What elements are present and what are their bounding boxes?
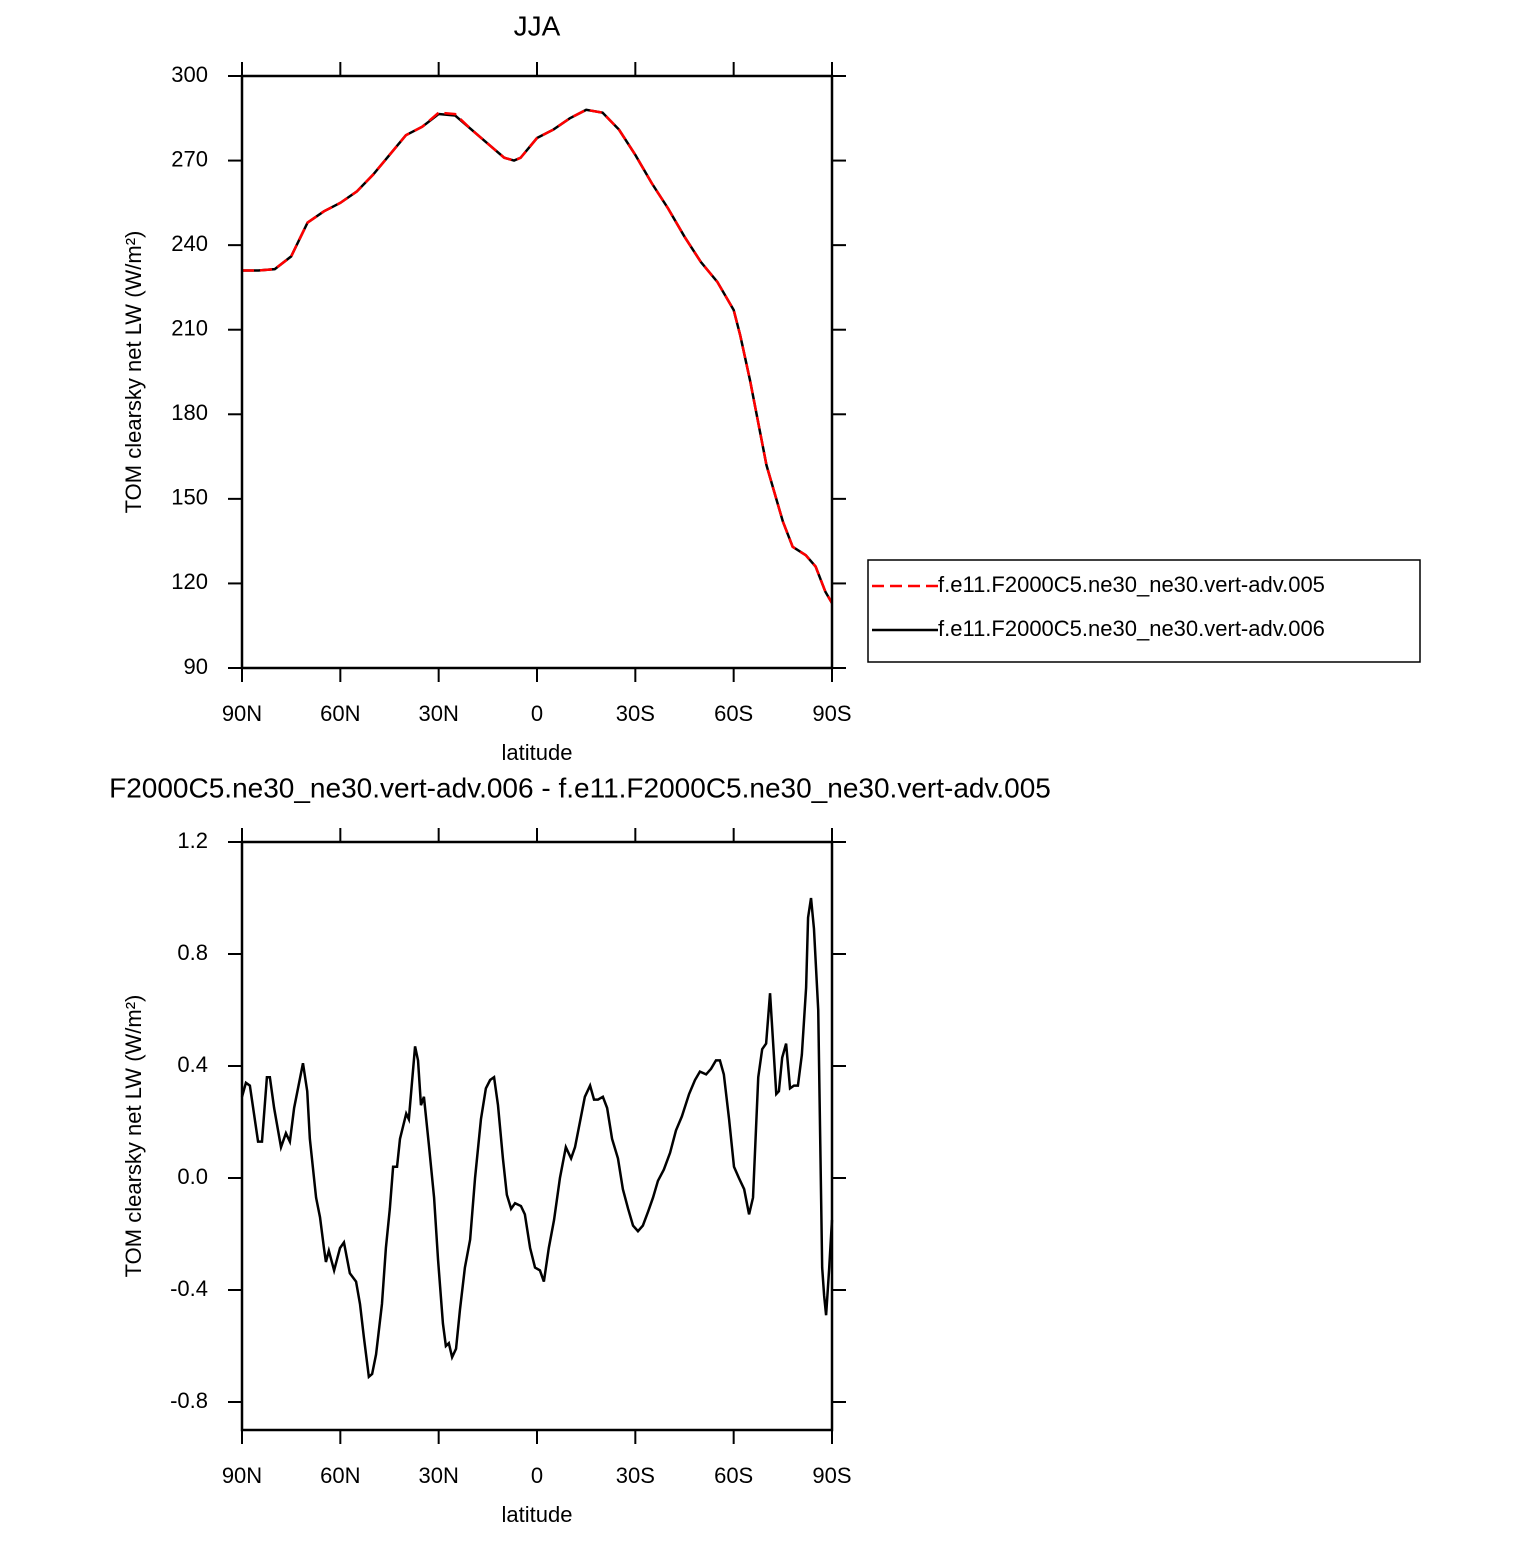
x-tick-label: 60N [320, 701, 360, 726]
x-tick-label: 30S [616, 1463, 655, 1488]
chart-title: F2000C5.ne30_ne30.vert-adv.006 - f.e11.F… [109, 772, 1051, 803]
y-tick-label: 270 [171, 146, 208, 171]
x-tick-label: 90N [222, 701, 262, 726]
y-axis-label: TOM clearsky net LW (W/m²) [121, 995, 146, 1278]
x-tick-label: 60S [714, 1463, 753, 1488]
y-tick-label: -0.8 [170, 1388, 208, 1413]
x-tick-label: 60N [320, 1463, 360, 1488]
chart-title: JJA [514, 10, 561, 41]
legend-label: f.e11.F2000C5.ne30_ne30.vert-adv.005 [938, 572, 1325, 597]
x-tick-label: 60S [714, 701, 753, 726]
y-axis-label: TOM clearsky net LW (W/m²) [121, 231, 146, 514]
legend-box [867, 559, 1421, 663]
plot-frame [240, 74, 834, 670]
x-tick-label: 0 [531, 701, 543, 726]
y-tick-label: 90 [184, 654, 208, 679]
x-axis-label: latitude [502, 740, 573, 765]
x-tick-label: 90S [812, 1463, 851, 1488]
legend-label: f.e11.F2000C5.ne30_ne30.vert-adv.006 [938, 616, 1325, 641]
x-axis-label: latitude [502, 1502, 573, 1527]
y-tick-label: 150 [171, 485, 208, 510]
y-tick-label: 210 [171, 316, 208, 341]
y-tick-label: 0.4 [177, 1052, 208, 1077]
data-line [242, 108, 834, 604]
y-tick-label: 120 [171, 569, 208, 594]
data-line [242, 108, 834, 604]
x-tick-label: 90N [222, 1463, 262, 1488]
y-tick-label: 180 [171, 400, 208, 425]
x-tick-label: 30N [418, 1463, 458, 1488]
data-line [240, 897, 834, 1380]
x-tick-label: 90S [812, 701, 851, 726]
y-tick-label: 0.0 [177, 1164, 208, 1189]
x-tick-label: 0 [531, 1463, 543, 1488]
y-tick-label: 1.2 [177, 828, 208, 853]
x-tick-label: 30S [616, 701, 655, 726]
plot-frame [240, 840, 834, 1432]
y-tick-label: 300 [171, 62, 208, 87]
y-tick-label: -0.4 [170, 1276, 208, 1301]
x-tick-label: 30N [418, 701, 458, 726]
y-tick-label: 0.8 [177, 940, 208, 965]
y-tick-label: 240 [171, 231, 208, 256]
